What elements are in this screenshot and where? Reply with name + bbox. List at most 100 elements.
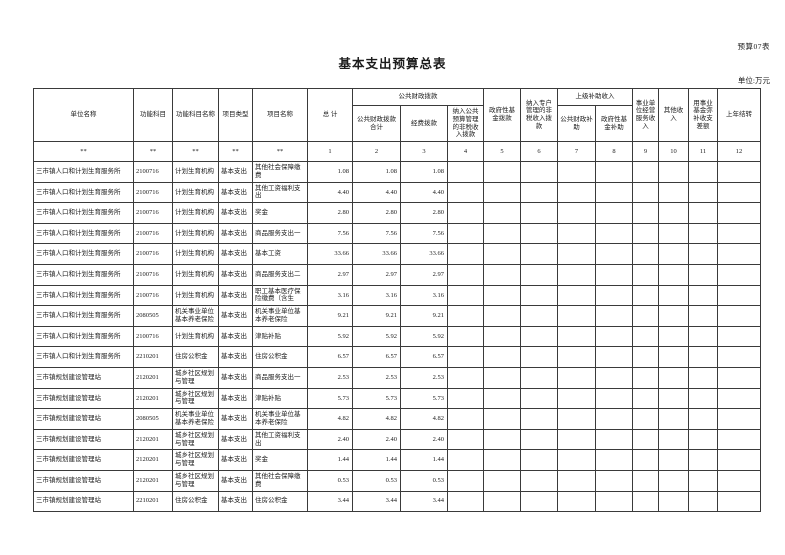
cell-fund-balance: [688, 305, 719, 327]
cell-pub-fin-total: 5.73: [352, 387, 401, 410]
column-code: 5: [483, 141, 522, 162]
column-code: **: [33, 141, 134, 162]
cell-proj-type: 基本支出: [218, 366, 253, 389]
cell-nontax-special: [520, 305, 559, 327]
cell-proj-name: 商品服务支出一: [252, 366, 308, 389]
cell-proj-name: 商品服务支出二: [252, 263, 308, 286]
cell-other-income: [658, 161, 690, 183]
cell-nontax-budget: [446, 305, 485, 327]
cell-gov-fund: [483, 243, 522, 265]
cell-funding: 4.40: [400, 181, 448, 204]
budget-table: 单位名称 功能科目 功能科目名称 项目类型 项目名称 总 计 公共财政拨款 政府…: [33, 88, 762, 513]
cell-pub-fin-total: 1.08: [352, 161, 401, 183]
cell-other-income: [658, 469, 690, 492]
cell-fund-balance: [688, 284, 719, 307]
cell-total: 0.53: [307, 469, 353, 492]
table-row: 三市镇规划建设管理站 2120201 城乡社区规划与管理 基本支出 商品服务支出一 2.5…: [33, 366, 762, 389]
cell-func-name: 城乡社区规划与管理: [172, 387, 219, 410]
cell-gov-fund-subsidy: [595, 490, 634, 513]
col-header-funding: 经费拨款: [400, 105, 448, 142]
cell-unit: 三市镇人口和计划生育服务所: [33, 305, 134, 327]
cell-nontax-budget: [446, 449, 485, 471]
cell-nontax-special: [520, 449, 559, 471]
cell-proj-type: 基本支出: [218, 181, 253, 204]
cell-proj-type: 基本支出: [218, 243, 253, 265]
cell-other-income: [658, 305, 690, 327]
cell-pub-fin-total: 2.80: [352, 202, 401, 224]
col-header-unit-name: 单位名称: [33, 88, 134, 142]
cell-nontax-budget: [446, 469, 485, 492]
cell-func-name: 计划生育机构: [172, 222, 219, 245]
cell-nontax-budget: [446, 366, 485, 389]
col-group-higher-subsidy: 上级补助收入: [557, 88, 634, 106]
cell-proj-type: 基本支出: [218, 346, 253, 368]
col-header-pub-fin-total: 公共财政拨款合计: [352, 105, 401, 142]
cell-business-income: [632, 428, 660, 451]
cell-unit: 三市镇规划建设管理站: [33, 490, 134, 513]
cell-func-name: 计划生育机构: [172, 202, 219, 224]
table-row: 三市镇人口和计划生育服务所 2210201 住房公积金 基本支出 住房公积金 6.57 6.…: [33, 346, 762, 368]
cell-total: 3.16: [307, 284, 353, 307]
cell-func-name: 计划生育机构: [172, 284, 219, 307]
cell-business-income: [632, 263, 660, 286]
cell-unit: 三市镇人口和计划生育服务所: [33, 202, 134, 224]
cell-pub-fin-subsidy: [557, 408, 597, 430]
table-row: 三市镇规划建设管理站 2210201 住房公积金 基本支出 住房公积金 3.44 3.44 3…: [33, 490, 762, 513]
cell-gov-fund-subsidy: [595, 305, 634, 327]
cell-funding: 2.97: [400, 263, 448, 286]
cell-funding: 9.21: [400, 305, 448, 327]
cell-prev-carryover: [717, 428, 762, 451]
cell-funding: 0.53: [400, 469, 448, 492]
cell-funding: 2.80: [400, 202, 448, 224]
cell-gov-fund-subsidy: [595, 469, 634, 492]
cell-pub-fin-total: 7.56: [352, 222, 401, 245]
cell-nontax-special: [520, 284, 559, 307]
cell-gov-fund: [483, 408, 522, 430]
cell-proj-type: 基本支出: [218, 161, 253, 183]
cell-business-income: [632, 202, 660, 224]
col-header-total: 总 计: [307, 88, 353, 142]
cell-pub-fin-total: 1.44: [352, 449, 401, 471]
cell-func-name: 住房公积金: [172, 490, 219, 513]
column-code: 10: [658, 141, 690, 162]
cell-nontax-special: [520, 387, 559, 410]
table-row: 三市镇规划建设管理站 2120201 城乡社区规划与管理 基本支出 奖金 1.44 1.44…: [33, 449, 762, 471]
cell-business-income: [632, 222, 660, 245]
cell-pub-fin-total: 9.21: [352, 305, 401, 327]
cell-prev-carryover: [717, 305, 762, 327]
cell-proj-type: 基本支出: [218, 408, 253, 430]
sheet-label: 预算07表: [737, 42, 770, 51]
cell-unit: 三市镇人口和计划生育服务所: [33, 243, 134, 265]
table-row: 三市镇规划建设管理站 2080505 机关事业单位基本养老保险 基本支出 机关事业单位基…: [33, 408, 762, 430]
cell-nontax-special: [520, 222, 559, 245]
table-row: 三市镇规划建设管理站 2120201 城乡社区规划与管理 基本支出 津贴补贴 5.73 5.…: [33, 387, 762, 410]
col-header-other-income: 其他收入: [658, 88, 690, 142]
cell-nontax-special: [520, 243, 559, 265]
cell-proj-name: 基本工资: [252, 243, 308, 265]
cell-proj-name: 其他工资福利支出: [252, 428, 308, 451]
cell-prev-carryover: [717, 161, 762, 183]
col-header-fund-balance: 用事业基金弥补收支差额: [688, 88, 719, 142]
cell-total: 9.21: [307, 305, 353, 327]
cell-prev-carryover: [717, 346, 762, 368]
cell-func-name: 城乡社区规划与管理: [172, 469, 219, 492]
cell-gov-fund: [483, 305, 522, 327]
cell-prev-carryover: [717, 408, 762, 430]
cell-business-income: [632, 408, 660, 430]
cell-unit: 三市镇规划建设管理站: [33, 408, 134, 430]
cell-business-income: [632, 305, 660, 327]
cell-func-code: 2120201: [133, 469, 173, 492]
cell-funding: 2.53: [400, 366, 448, 389]
cell-prev-carryover: [717, 181, 762, 204]
cell-pub-fin-subsidy: [557, 387, 597, 410]
cell-pub-fin-total: 3.44: [352, 490, 401, 513]
cell-gov-fund: [483, 490, 522, 513]
cell-fund-balance: [688, 366, 719, 389]
cell-prev-carryover: [717, 325, 762, 348]
cell-pub-fin-total: 4.82: [352, 408, 401, 430]
cell-nontax-special: [520, 325, 559, 348]
cell-gov-fund-subsidy: [595, 366, 634, 389]
cell-funding: 5.92: [400, 325, 448, 348]
cell-funding: 33.66: [400, 243, 448, 265]
cell-proj-name: 职工基本医疗保险缴费（含生: [252, 284, 308, 307]
